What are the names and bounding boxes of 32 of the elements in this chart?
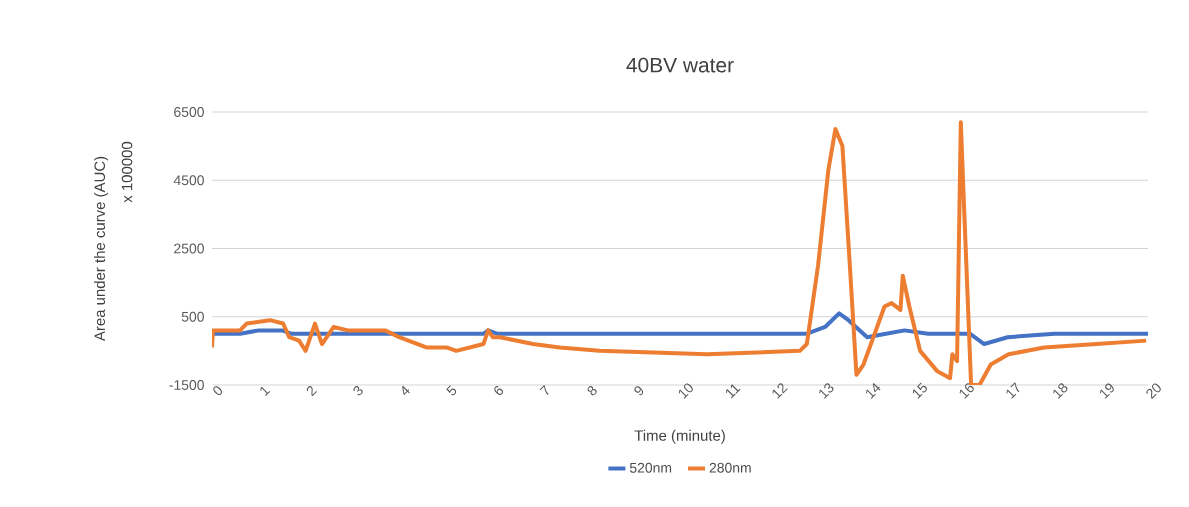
x-axis-title: Time (minute) (634, 429, 725, 444)
y-tick-label: 4500 (173, 175, 204, 186)
x-tick-label: 9 (634, 386, 644, 396)
x-tick-label: 1 (260, 386, 271, 397)
x-tick-label: 16 (959, 383, 974, 399)
y-tick-label: 2500 (174, 243, 204, 254)
text: x 100000 (121, 141, 133, 203)
x-tick-label: 15 (912, 382, 927, 399)
x-tick-label: 3 (353, 386, 363, 396)
legend-label: 280nm (709, 462, 751, 473)
x-tick-label: 10 (678, 383, 693, 399)
x-tick-label: 0 (213, 386, 223, 396)
x-tick-label: 20 (1146, 383, 1161, 400)
x-tick-label: 12 (772, 383, 788, 399)
x-tick-label: 13 (819, 383, 834, 399)
x-tick-label: 14 (866, 383, 881, 399)
legend-label: 520nm (629, 462, 672, 473)
x-tick-label: 2 (306, 386, 317, 397)
x-tick-label: 5 (446, 385, 457, 396)
x-tick-label: 8 (587, 386, 597, 396)
x-tick-label: 11 (726, 384, 741, 399)
x-tick-label: 7 (539, 385, 549, 396)
chart-title: 40BV water (626, 57, 734, 73)
y-tick-label: -1500 (169, 380, 204, 390)
x-tick-label: 18 (1053, 383, 1068, 399)
y-axis-title: Area under the curve (AUC) (94, 156, 108, 342)
y-tick-label: 500 (181, 311, 204, 322)
x-tick-label: 4 (402, 385, 410, 396)
x-tick-label: 17 (1006, 382, 1020, 399)
y-tick-label: 6500 (174, 107, 204, 117)
x-tick-label: 6 (494, 386, 504, 395)
x-tick-label: 19 (1100, 383, 1114, 399)
